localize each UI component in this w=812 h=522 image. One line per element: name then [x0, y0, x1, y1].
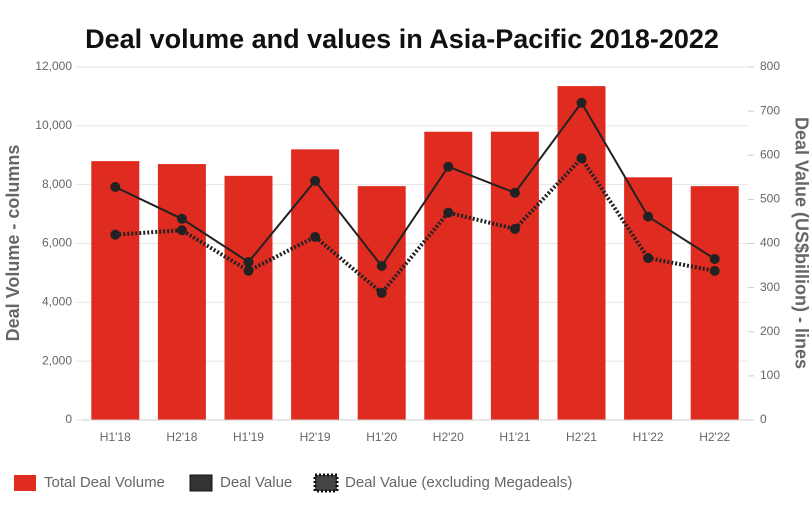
- y-tick-label: 2,000: [42, 353, 72, 367]
- y-tick-label: 10,000: [35, 118, 72, 132]
- legend-swatch: [313, 473, 339, 493]
- x-tick-label: H2'20: [433, 430, 464, 444]
- y2-tick-label: 600: [760, 147, 780, 161]
- bar: [357, 186, 406, 420]
- y2-tick-label: 0: [760, 412, 767, 426]
- x-tick-label: H1'18: [100, 430, 131, 444]
- y2-tick-label: 200: [760, 324, 780, 338]
- point: [176, 213, 187, 224]
- dotted-line: [115, 155, 716, 296]
- bar: [91, 161, 140, 420]
- legend-label: Deal Value (excluding Megadeals): [345, 474, 572, 491]
- legend-label: Deal Value: [220, 474, 292, 491]
- point: [443, 161, 454, 172]
- chart-title: Deal volume and values in Asia-Pacific 2…: [85, 24, 719, 54]
- point: [243, 265, 254, 276]
- y-tick-label: 8,000: [42, 177, 72, 191]
- x-tick-label: H2'19: [300, 430, 331, 444]
- bar: [557, 86, 606, 420]
- point: [376, 261, 387, 272]
- point: [643, 211, 654, 222]
- y-tick-label: 6,000: [42, 236, 72, 250]
- bar: [157, 164, 206, 420]
- y-tick-label: 0: [65, 412, 72, 426]
- y2-tick-label: 300: [760, 280, 780, 294]
- point: [509, 187, 520, 198]
- y2-axis-label: Deal Value (US$billion) - lines: [791, 117, 811, 369]
- x-tick-label: H1'19: [233, 430, 264, 444]
- line: [114, 100, 716, 268]
- bar: [490, 131, 539, 420]
- point: [376, 287, 387, 298]
- point: [310, 175, 321, 186]
- x-tick-label: H2'21: [566, 430, 597, 444]
- point: [576, 153, 587, 164]
- point: [243, 257, 254, 268]
- point: [443, 207, 454, 218]
- point: [310, 231, 321, 242]
- legend-swatch: [189, 474, 213, 492]
- point: [576, 97, 587, 108]
- legend-swatch: [14, 475, 36, 491]
- point: [509, 223, 520, 234]
- bar: [291, 149, 340, 420]
- bar: [690, 186, 739, 420]
- point: [709, 265, 720, 276]
- y-tick-label: 12,000: [35, 59, 72, 73]
- y2-tick-label: 500: [760, 192, 780, 206]
- point: [110, 182, 121, 193]
- point: [643, 253, 654, 264]
- point: [709, 253, 720, 264]
- bar: [224, 175, 273, 420]
- bar: [424, 131, 473, 420]
- point: [110, 229, 121, 240]
- x-tick-label: H1'20: [366, 430, 397, 444]
- y2-tick-label: 400: [760, 236, 780, 250]
- y-tick-label: 4,000: [42, 295, 72, 309]
- x-tick-label: H2'18: [166, 430, 197, 444]
- x-tick-label: H1'22: [633, 430, 664, 444]
- legend-label: Total Deal Volume: [44, 474, 165, 491]
- y2-tick-label: 800: [760, 59, 780, 73]
- x-tick-label: H1'21: [499, 430, 530, 444]
- x-tick-label: H2'22: [699, 430, 730, 444]
- y-axis-label: Deal Volume - columns: [3, 145, 23, 342]
- y2-tick-label: 700: [760, 103, 780, 117]
- point: [176, 225, 187, 236]
- y2-tick-label: 100: [760, 368, 780, 382]
